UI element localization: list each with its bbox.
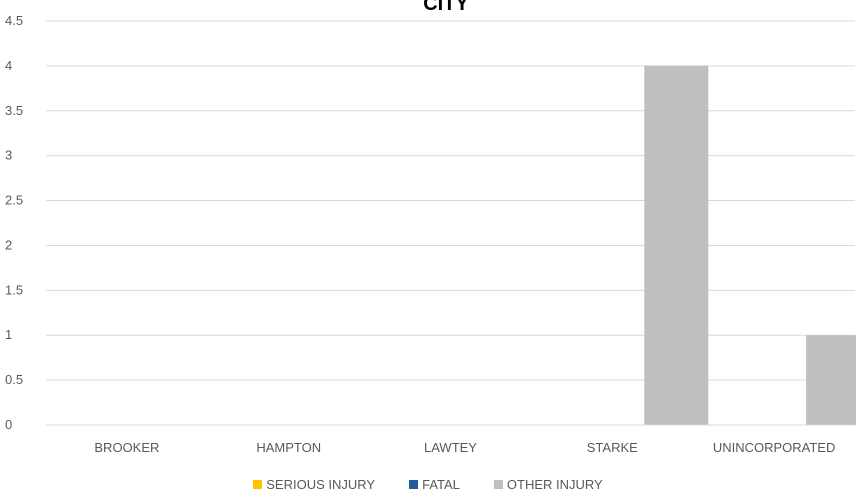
x-tick-label: UNINCORPORATED — [713, 440, 836, 455]
y-tick-label: 1.5 — [5, 282, 23, 297]
x-tick-label: BROOKER — [94, 440, 159, 455]
legend-label: OTHER INJURY — [506, 476, 603, 492]
y-tick-label: 4.5 — [5, 13, 23, 28]
y-tick-label: 1 — [5, 327, 12, 342]
y-tick-label: 2 — [5, 237, 12, 252]
x-tick-label: STARKE — [587, 440, 638, 455]
y-axis: 0 0.5 1 1.5 2 2.5 3 3.5 4 4.5 — [5, 13, 23, 432]
y-tick-label: 4 — [5, 58, 12, 73]
y-tick-label: 3.5 — [5, 103, 23, 118]
legend-item: OTHER INJURY — [493, 476, 603, 492]
y-tick-label: 0 — [5, 417, 12, 432]
chart-title: CITY — [423, 0, 469, 15]
legend-label: FATAL — [422, 476, 460, 492]
legend-item: FATAL — [409, 477, 460, 492]
legend-swatch — [493, 479, 503, 489]
y-tick-label: 3 — [5, 148, 12, 163]
legend-swatch — [409, 479, 419, 489]
bars — [644, 65, 856, 425]
legend-label: SERIOUS INJURY — [266, 476, 376, 492]
y-tick-label: 2.5 — [5, 193, 23, 208]
bar-chart: CITY 0 0.5 1 1.5 2 2.5 3 3.5 4 4.5 BROOKER HAMPTON… — [5, 0, 856, 455]
legend: SERIOUS INJURY FATAL OTHER INJURY — [0, 474, 856, 494]
y-tick-label: 0.5 — [5, 372, 23, 387]
gridlines — [46, 20, 855, 426]
bar-other-injury — [644, 65, 709, 425]
x-tick-label: LAWTEY — [424, 440, 477, 455]
legend-item: SERIOUS INJURY — [253, 477, 375, 492]
legend-swatch — [253, 479, 263, 489]
bar-other-injury — [806, 335, 856, 425]
x-axis: BROOKER HAMPTON LAWTEY STARKE UNINCORPORATED — [46, 424, 855, 455]
x-tick-label: HAMPTON — [256, 440, 321, 455]
